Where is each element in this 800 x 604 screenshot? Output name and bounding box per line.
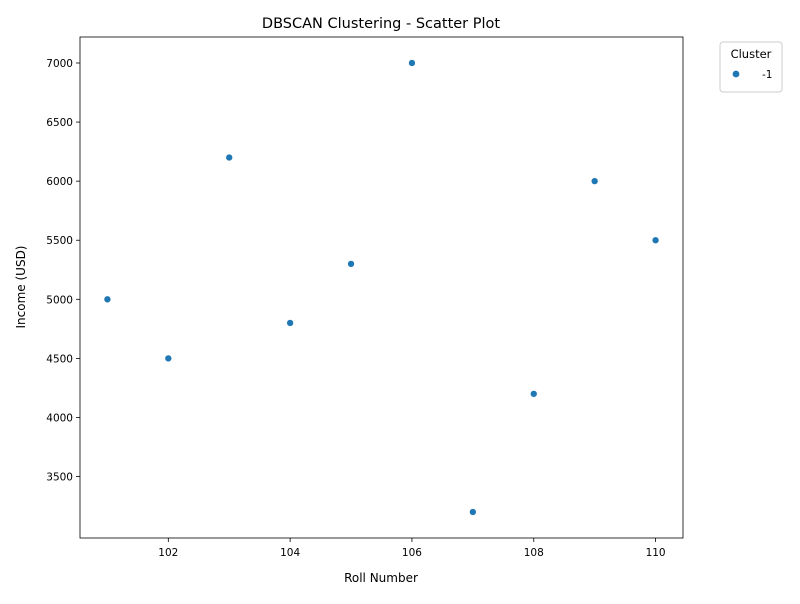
plot-area	[79, 36, 684, 539]
y-tick-label: 6000	[46, 176, 73, 188]
data-point	[103, 295, 112, 303]
y-tick-label: 5500	[46, 235, 73, 247]
plot-frame	[79, 36, 684, 539]
y-axis-label: Income (USD)	[14, 246, 28, 329]
data-point	[286, 319, 294, 327]
y-tick-label: 3500	[46, 472, 73, 484]
x-tick-label: 104	[280, 547, 300, 559]
data-point	[651, 236, 660, 244]
x-axis-label: Roll Number	[344, 571, 418, 585]
x-tick-label: 108	[524, 547, 544, 559]
legend-marker	[732, 70, 740, 78]
y-tick-label: 4000	[46, 412, 73, 424]
y-tick-label: 5000	[46, 294, 73, 306]
data-point	[408, 59, 416, 67]
data-point	[347, 260, 355, 268]
data-point	[469, 508, 477, 516]
data-point	[591, 177, 599, 185]
x-tick-label: 106	[402, 547, 422, 559]
legend: Cluster -1	[719, 41, 783, 93]
data-point	[225, 153, 233, 162]
x-tick-label: 102	[158, 547, 178, 559]
legend-title: Cluster	[731, 47, 772, 61]
y-tick-label: 4500	[46, 353, 73, 365]
chart-title: DBSCAN Clustering - Scatter Plot	[262, 16, 500, 32]
y-axis: 3500 4000 4500 5000 5500 6000 6500 7000	[46, 58, 80, 484]
y-tick-label: 7000	[46, 58, 73, 70]
data-point	[530, 390, 538, 398]
y-tick-label: 6500	[46, 117, 73, 129]
data-point	[164, 354, 172, 363]
x-axis: 102 104 106 108 110	[158, 538, 666, 559]
legend-box	[719, 41, 783, 93]
x-tick-label: 110	[646, 547, 666, 559]
legend-entry-label: -1	[762, 69, 772, 81]
